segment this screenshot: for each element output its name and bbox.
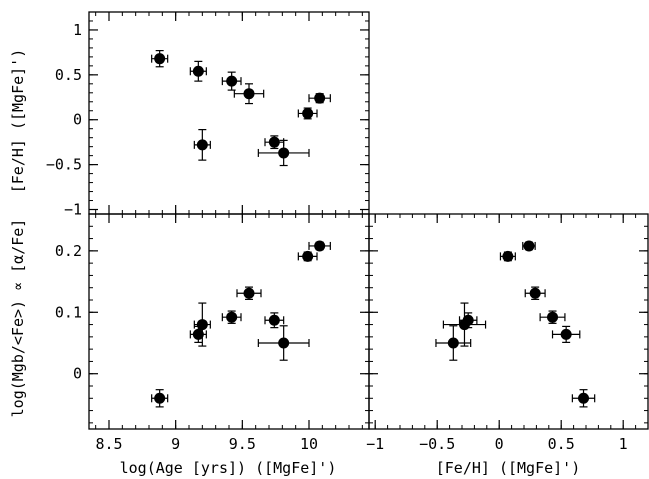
- data-point: [458, 312, 478, 329]
- y-tick-label: 1: [73, 21, 82, 39]
- y-tick-label: 0.5: [55, 66, 82, 84]
- y-tick-label: 0.2: [55, 242, 82, 260]
- data-point: [297, 107, 318, 120]
- x-tick-label: 9: [171, 435, 180, 453]
- data-point: [221, 310, 242, 324]
- data-point: [236, 286, 262, 300]
- point-marker: [226, 75, 238, 87]
- x-tick-label: −1: [366, 435, 384, 453]
- panel-top-left: −1 −0.5 0 0.5 1: [46, 11, 370, 219]
- y-tick-label: 0: [73, 111, 82, 129]
- point-marker: [196, 139, 208, 151]
- x-tick-label: 9.5: [229, 435, 256, 453]
- y-tick-label: −0.5: [46, 156, 82, 174]
- point-marker: [192, 328, 204, 340]
- point-marker: [196, 319, 208, 331]
- data-point: [522, 240, 536, 252]
- data-point: [257, 325, 310, 361]
- point-marker: [268, 314, 280, 326]
- data-point: [193, 302, 211, 347]
- point-marker: [523, 240, 535, 252]
- panel-bottom-left: 8.5 9 9.5 10 0 0.1 0.2: [55, 213, 370, 453]
- x-tick-label: −0.5: [419, 435, 455, 453]
- y-tick-label: 0: [73, 365, 82, 383]
- data-point: [257, 139, 310, 167]
- data-point: [524, 286, 546, 300]
- data-point: [308, 92, 331, 104]
- point-marker: [578, 392, 590, 404]
- plot-frame: [88, 11, 370, 215]
- point-marker: [154, 392, 166, 404]
- panel-bottom-right: −1 −0.5 0 0.5 1: [366, 213, 649, 453]
- point-marker: [462, 314, 474, 326]
- data-point: [308, 240, 331, 252]
- plot-frame: [368, 213, 649, 430]
- data-point: [151, 50, 169, 68]
- point-marker: [226, 311, 238, 323]
- x-axis-label-left: log(Age [yrs]) ([MgFe]'): [120, 459, 337, 477]
- x-tick-label: 0.5: [548, 435, 575, 453]
- point-marker: [302, 107, 314, 119]
- data-point: [539, 310, 566, 324]
- data-point: [193, 129, 211, 161]
- data-point: [551, 325, 581, 343]
- point-marker: [278, 147, 290, 159]
- x-tick-label: 1: [619, 435, 628, 453]
- x-tick-label: 0: [495, 435, 504, 453]
- x-axis-label-right: [Fe/H] ([MgFe]'): [436, 459, 581, 477]
- point-marker: [268, 136, 280, 148]
- point-marker: [547, 311, 559, 323]
- data-point: [435, 325, 472, 361]
- y-tick-label: −1: [64, 201, 82, 219]
- x-tick-label: 8.5: [95, 435, 122, 453]
- data-point: [499, 250, 516, 262]
- point-marker: [314, 240, 326, 252]
- point-marker: [529, 287, 541, 299]
- point-marker: [560, 328, 572, 340]
- data-point: [221, 71, 242, 91]
- point-marker: [447, 337, 459, 349]
- data-point: [571, 389, 596, 408]
- point-marker: [302, 250, 314, 262]
- point-marker: [278, 337, 290, 349]
- y-tick-label: 0.1: [55, 303, 82, 321]
- point-marker: [243, 88, 255, 100]
- point-marker: [243, 287, 255, 299]
- x-tick-label: 10: [300, 435, 318, 453]
- point-marker: [154, 53, 166, 65]
- point-marker: [192, 65, 204, 77]
- data-point: [233, 83, 265, 105]
- y-axis-label-top: [Fe/H] ([MgFe]'): [9, 49, 27, 194]
- data-point: [297, 250, 318, 262]
- y-axis-label-bottom: log(Mgb/<Fe>) ∝ [α/Fe]: [9, 219, 27, 418]
- data-point: [264, 135, 285, 150]
- point-marker: [502, 250, 514, 262]
- point-marker: [314, 92, 326, 104]
- data-point: [189, 60, 207, 82]
- data-point: [264, 312, 285, 329]
- data-point: [151, 389, 169, 408]
